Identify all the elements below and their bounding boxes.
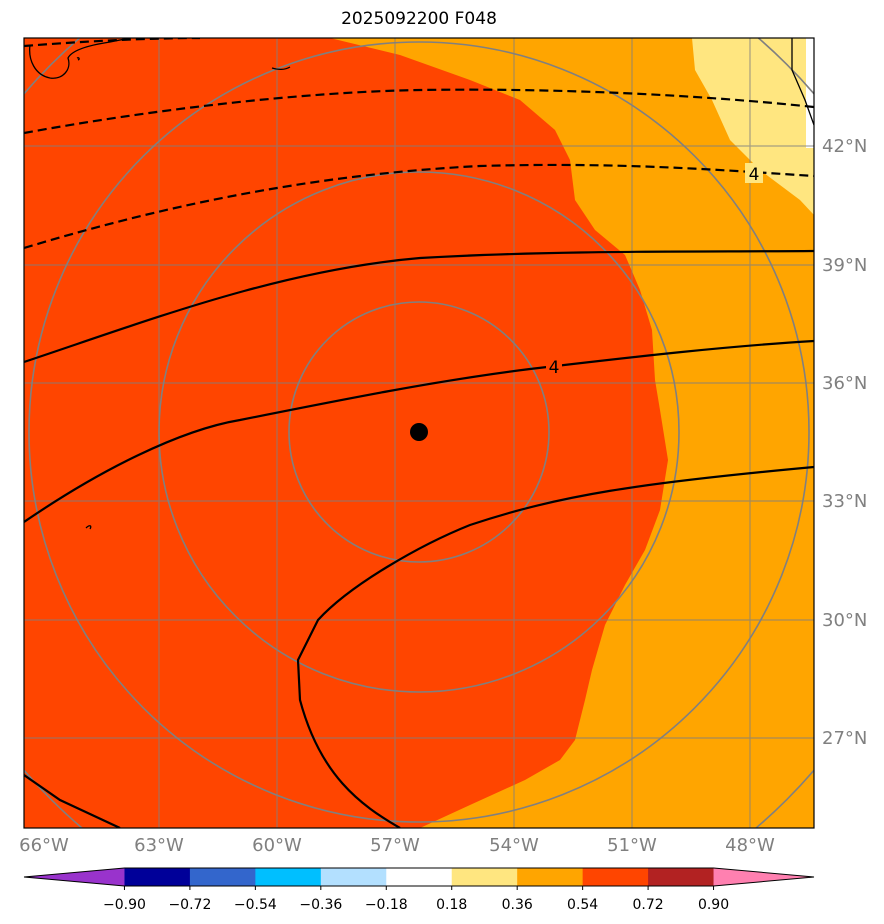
- lon-axis: 66°W 63°W 60°W 57°W 54°W 51°W 48°W: [19, 835, 775, 856]
- colorbar-segment: [320, 868, 387, 886]
- lon-tick-label: 48°W: [725, 835, 775, 856]
- lon-tick-label: 51°W: [607, 835, 657, 856]
- colorbar-extend-low: [24, 868, 125, 886]
- contour-label: 4: [549, 358, 560, 378]
- lon-tick-label: 57°W: [370, 835, 420, 856]
- colorbar-tick-label: 0.54: [567, 897, 598, 913]
- contour-label: 4: [749, 165, 760, 185]
- colorbar-tick-label: −0.18: [365, 897, 408, 913]
- colorbar-segment: [189, 868, 256, 886]
- colorbar-segment: [124, 868, 191, 886]
- colorbar-tick-label: 0.18: [436, 897, 467, 913]
- field-0-54-0-72: [24, 38, 668, 828]
- storm-center-marker: [410, 423, 428, 441]
- colorbar-extend-high: [713, 868, 814, 886]
- lon-tick-label: 54°W: [489, 835, 539, 856]
- colorbar-segment: [451, 868, 518, 886]
- coastline: [29, 38, 814, 530]
- range-ring: [28, 41, 810, 823]
- colorbar-tick-label: −0.36: [299, 897, 342, 913]
- colorbar-segment: [386, 868, 453, 886]
- map-frame: [23, 37, 815, 829]
- lon-tick-label: 63°W: [134, 835, 184, 856]
- colorbar-tick-label: −0.54: [234, 897, 277, 913]
- solid-contours: [24, 249, 814, 828]
- field-neutral: [806, 38, 814, 148]
- lat-axis: 42°N 39°N 36°N 33°N 30°N 27°N: [822, 136, 867, 749]
- lon-tick-label: 66°W: [19, 835, 69, 856]
- colorbar: −0.90 −0.72 −0.54 −0.36 −0.18 0.18 0.36 0.54 0.7…: [23, 867, 815, 913]
- colorbar-segment: [648, 868, 715, 886]
- map-title: 2025092200 F048: [341, 9, 497, 29]
- range-ring: [158, 171, 680, 693]
- lat-tick-label: 39°N: [822, 255, 867, 276]
- colorbar-tick-label: 0.72: [633, 897, 664, 913]
- colorbar-segment: [255, 868, 322, 886]
- colorbar-segment: [582, 868, 649, 886]
- colorbar-tick-label: −0.90: [103, 897, 146, 913]
- colorbar-tick-label: 0.36: [502, 897, 533, 913]
- colorbar-segment: [517, 868, 584, 886]
- range-ring: [288, 301, 550, 563]
- colorbar-tick-label: −0.72: [168, 897, 211, 913]
- lon-tick-label: 60°W: [252, 835, 302, 856]
- lat-tick-label: 36°N: [822, 373, 867, 394]
- lat-tick-label: 33°N: [822, 491, 867, 512]
- lat-tick-label: 30°N: [822, 610, 867, 631]
- lat-tick-label: 27°N: [822, 728, 867, 749]
- lat-tick-label: 42°N: [822, 136, 867, 157]
- colorbar-tick-label: 0.90: [698, 897, 729, 913]
